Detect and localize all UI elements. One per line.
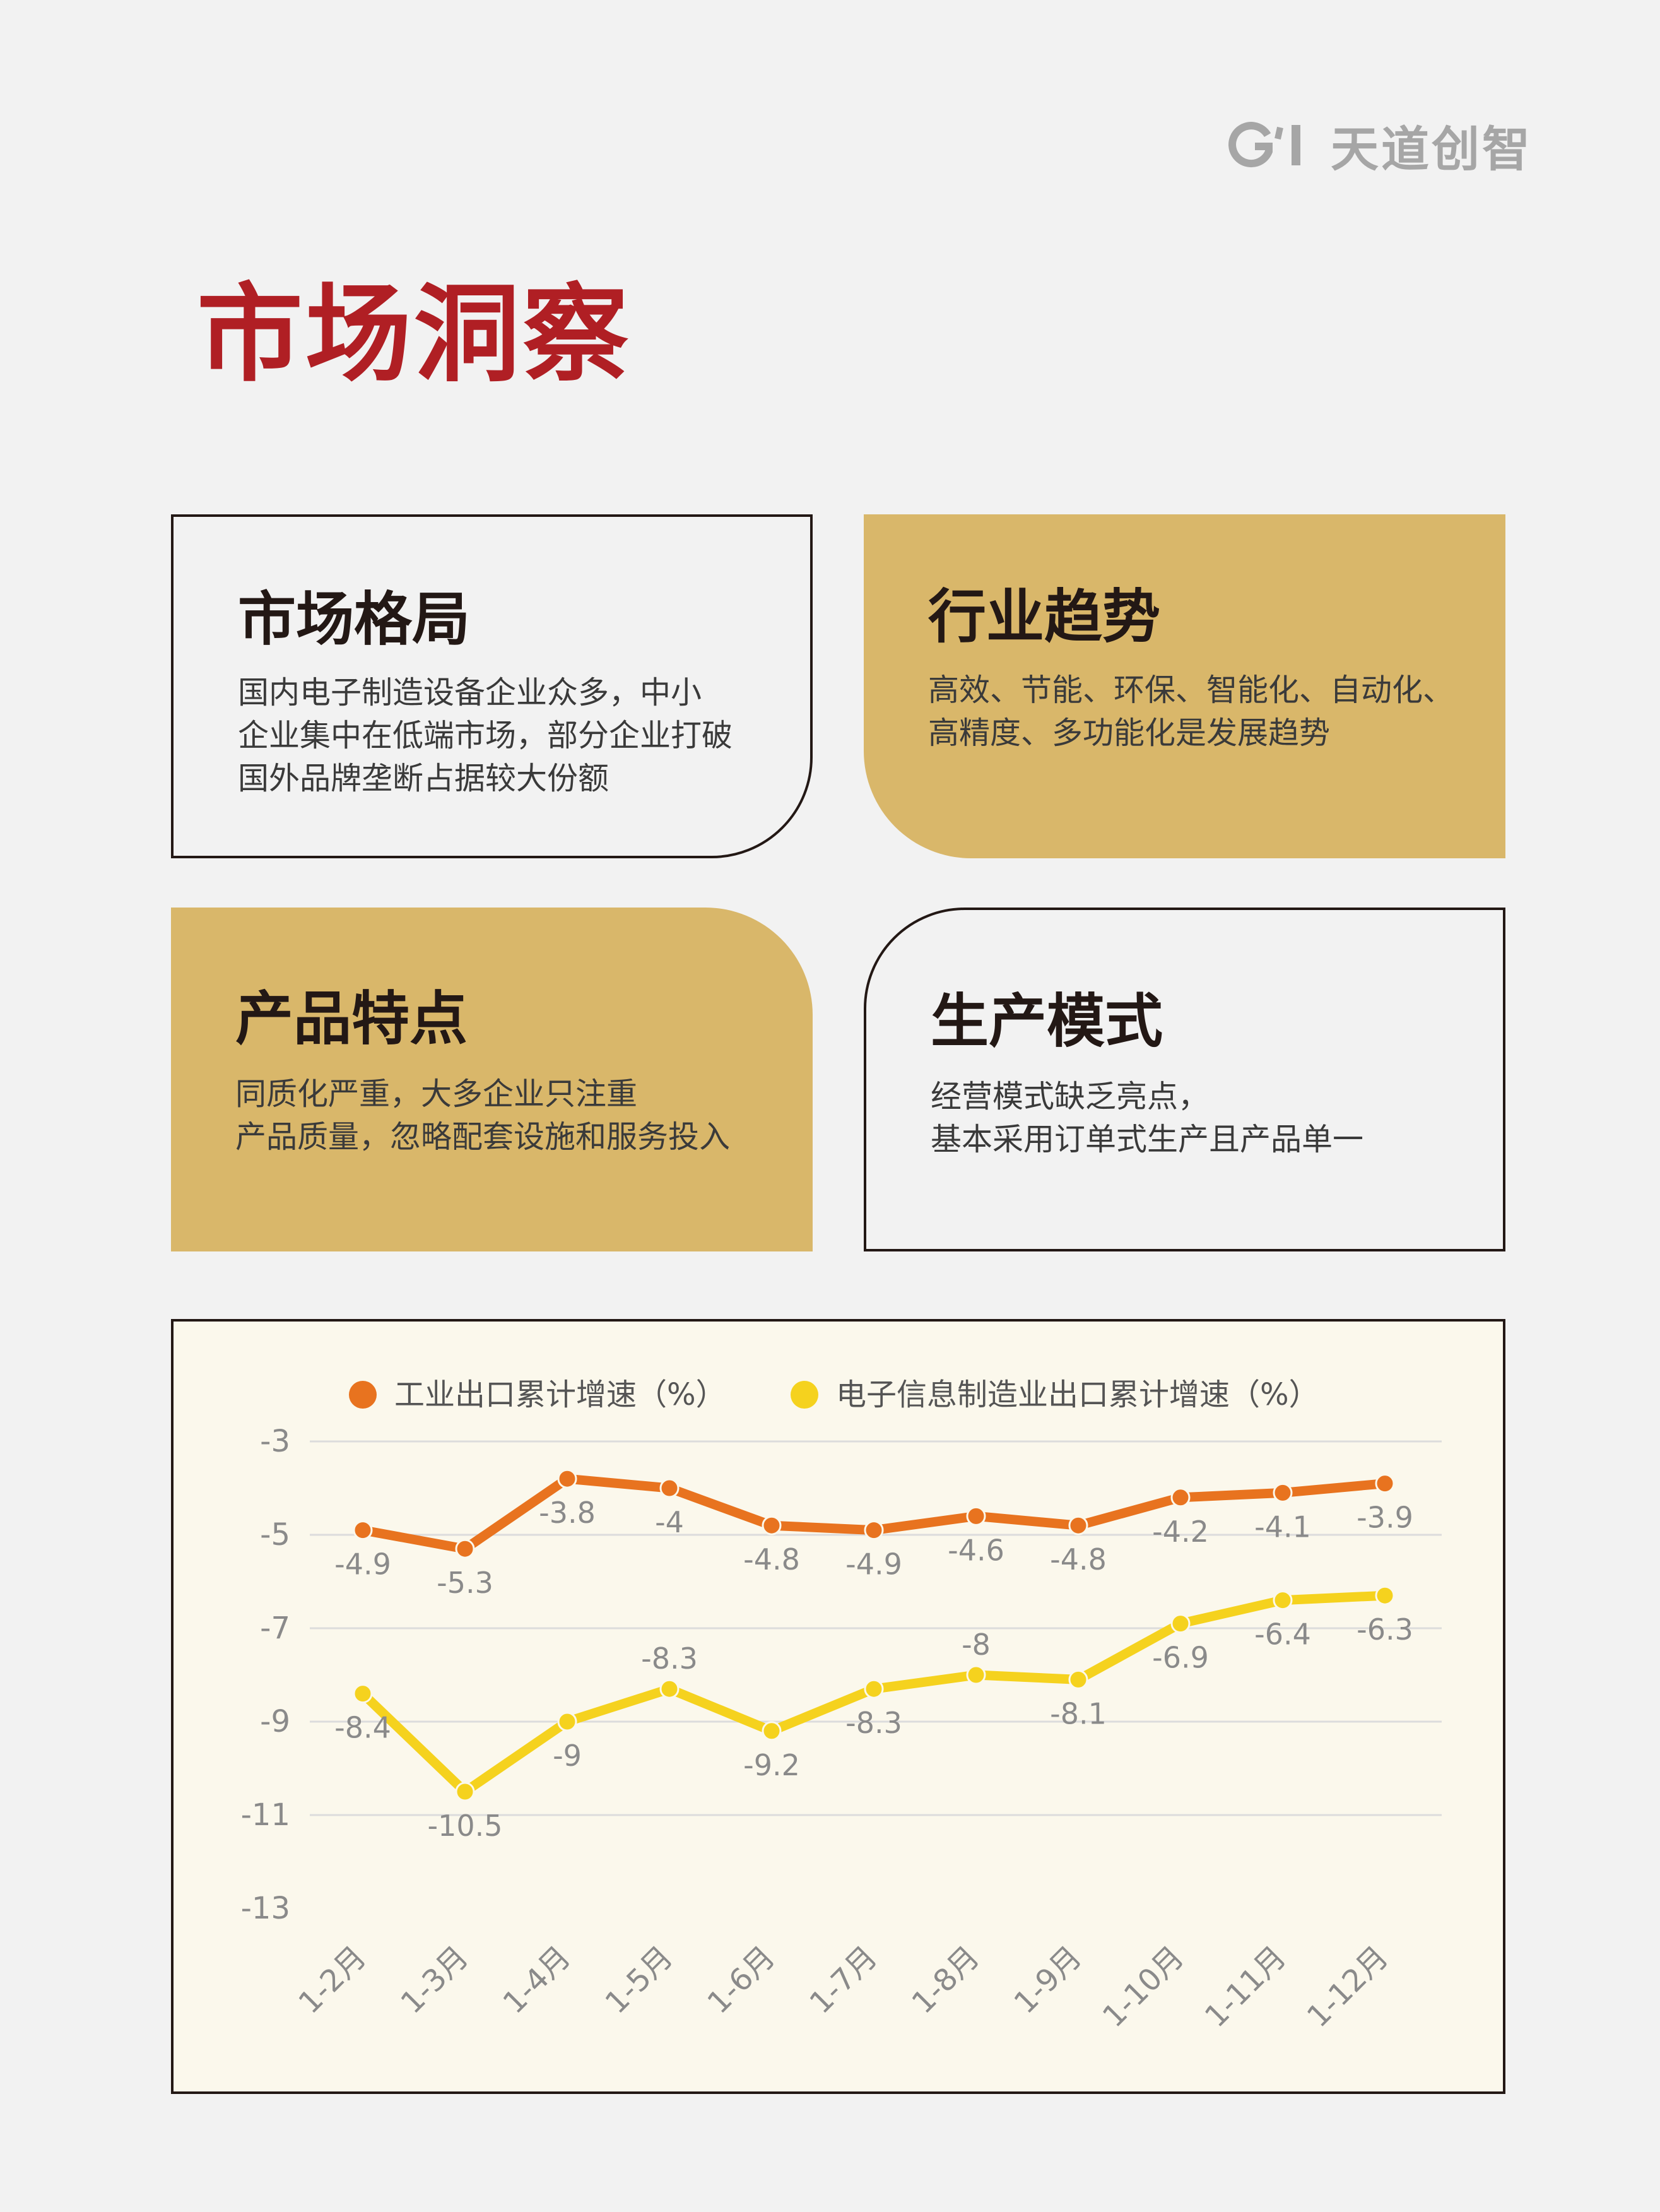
x-tick-label: 1-8月 bbox=[905, 1939, 987, 2021]
x-tick-label: 1-4月 bbox=[497, 1939, 578, 2021]
x-tick-label: 1-9月 bbox=[1008, 1939, 1089, 2021]
data-label: -4 bbox=[655, 1505, 684, 1539]
data-label: -8.3 bbox=[641, 1641, 698, 1676]
card-body-line: 高精度、多功能化是发展趋势 bbox=[928, 715, 1331, 751]
card-title: 行业趋势 bbox=[928, 583, 1161, 651]
legend-marker-icon bbox=[349, 1381, 377, 1409]
data-point bbox=[455, 1539, 475, 1559]
data-label: -3.8 bbox=[539, 1496, 596, 1530]
x-tick-label: 1-3月 bbox=[394, 1939, 476, 2021]
data-point bbox=[659, 1478, 680, 1498]
x-tick-label: 1-2月 bbox=[292, 1939, 374, 2021]
legend-label: 工业出口累计增速（%） bbox=[394, 1377, 726, 1412]
y-tick-label: -3 bbox=[260, 1424, 290, 1459]
card-body-line: 企业集中在低端市场，部分企业打破 bbox=[238, 718, 733, 754]
card-product-features: 产品特点 同质化严重，大多企业只注重 产品质量，忽略配套设施和服务投入 bbox=[171, 908, 813, 1251]
data-label: -9.2 bbox=[743, 1748, 800, 1782]
card-body-line: 国内电子制造设备企业众多，中小 bbox=[238, 675, 702, 711]
card-body-line: 同质化严重，大多企业只注重 bbox=[235, 1076, 638, 1112]
card-industry-trend: 行业趋势 高效、节能、环保、智能化、自动化、 高精度、多功能化是发展趋势 bbox=[864, 514, 1505, 858]
x-tick-label: 1-10月 bbox=[1096, 1939, 1191, 2035]
data-label: -4.9 bbox=[845, 1547, 902, 1582]
data-point bbox=[762, 1721, 782, 1741]
data-label: -4.9 bbox=[334, 1547, 391, 1582]
card-title: 生产模式 bbox=[931, 988, 1163, 1055]
data-point bbox=[966, 1506, 986, 1526]
line-chart: -3-5-7-9-11-131-2月 1-3月 1-4月 1-5月 1-6月 1-7月 1-… bbox=[241, 1377, 1442, 2035]
data-label: -8.4 bbox=[334, 1711, 391, 1745]
x-tick-label: 1-6月 bbox=[701, 1939, 782, 2021]
data-label: -6.9 bbox=[1152, 1641, 1209, 1675]
card-body-line: 经营模式缺乏亮点， bbox=[931, 1079, 1210, 1115]
gi-logo-mark-icon bbox=[1228, 122, 1300, 168]
data-label: -8.1 bbox=[1050, 1696, 1107, 1730]
x-tick-label: 1-7月 bbox=[803, 1939, 885, 2021]
data-point bbox=[659, 1679, 680, 1699]
data-point bbox=[353, 1520, 373, 1541]
legend-label: 电子信息制造业出口累计增速（%） bbox=[836, 1377, 1319, 1412]
data-label: -6.4 bbox=[1254, 1618, 1311, 1652]
data-label: -4.1 bbox=[1254, 1510, 1311, 1544]
data-point bbox=[1068, 1669, 1088, 1689]
card-body-line: 产品质量，忽略配套设施和服务投入 bbox=[235, 1119, 731, 1155]
card-market-landscape: 市场格局 国内电子制造设备企业众多，中小 企业集中在低端市场，部分企业打破 国外… bbox=[171, 514, 813, 858]
card-body: 经营模式缺乏亮点， 基本采用订单式生产且产品单一 bbox=[931, 1075, 1363, 1161]
legend-marker-icon bbox=[791, 1381, 818, 1409]
y-tick-label: -5 bbox=[260, 1517, 290, 1553]
data-point bbox=[1170, 1487, 1191, 1508]
card-body: 高效、节能、环保、智能化、自动化、 高精度、多功能化是发展趋势 bbox=[928, 669, 1454, 755]
data-point bbox=[353, 1684, 373, 1704]
card-title: 产品特点 bbox=[235, 985, 468, 1053]
y-tick-label: -7 bbox=[260, 1611, 290, 1646]
data-label: -4.8 bbox=[743, 1542, 800, 1576]
data-point bbox=[762, 1515, 782, 1535]
export-growth-chart: -3 -5 -7 -9 -11 -13 1-2月 1-3月 1-4月 1-5月 1-6月 1-7月 1-… bbox=[171, 1319, 1505, 2094]
data-point bbox=[557, 1712, 577, 1732]
card-production-mode: 生产模式 经营模式缺乏亮点， 基本采用订单式生产且产品单一 bbox=[864, 908, 1505, 1251]
data-point bbox=[1273, 1482, 1293, 1503]
data-point bbox=[557, 1469, 577, 1489]
brand-name: 天道创智 bbox=[1331, 121, 1533, 177]
data-point bbox=[1375, 1474, 1395, 1494]
x-tick-label: 1-12月 bbox=[1300, 1939, 1396, 2035]
page-title: 市场洞察 bbox=[197, 273, 631, 396]
data-label: -8 bbox=[962, 1628, 991, 1662]
data-label: -6.3 bbox=[1357, 1612, 1413, 1647]
data-point bbox=[1170, 1614, 1191, 1634]
card-body: 国内电子制造设备企业众多，中小 企业集中在低端市场，部分企业打破 国外品牌垄断占… bbox=[238, 671, 733, 800]
x-tick-label: 1-5月 bbox=[599, 1939, 680, 2021]
y-tick-label: -11 bbox=[241, 1797, 290, 1833]
data-label: -10.5 bbox=[427, 1809, 502, 1843]
data-label: -4.6 bbox=[948, 1533, 1004, 1567]
data-point bbox=[864, 1520, 884, 1541]
data-point bbox=[966, 1665, 986, 1685]
data-label: -4.8 bbox=[1050, 1542, 1107, 1576]
data-point bbox=[1273, 1590, 1293, 1611]
brand-logo: 天道创智 bbox=[1227, 110, 1533, 180]
data-label: -3.9 bbox=[1357, 1501, 1413, 1535]
x-tick-label: 1-11月 bbox=[1198, 1939, 1293, 2035]
y-tick-label: -13 bbox=[241, 1891, 290, 1926]
card-title: 市场格局 bbox=[238, 586, 471, 653]
card-body-line: 高效、节能、环保、智能化、自动化、 bbox=[928, 672, 1454, 708]
data-label: -5.3 bbox=[437, 1566, 493, 1600]
data-point bbox=[864, 1679, 884, 1699]
card-body: 同质化严重，大多企业只注重 产品质量，忽略配套设施和服务投入 bbox=[235, 1073, 730, 1159]
data-label: -4.2 bbox=[1152, 1515, 1209, 1549]
data-point bbox=[455, 1782, 475, 1802]
data-point bbox=[1068, 1515, 1088, 1535]
data-label: -9 bbox=[553, 1739, 582, 1773]
data-point bbox=[1375, 1585, 1395, 1606]
y-tick-label: -9 bbox=[260, 1704, 290, 1739]
data-label: -8.3 bbox=[845, 1706, 902, 1740]
card-body-line: 基本采用订单式生产且产品单一 bbox=[931, 1121, 1364, 1157]
card-body-line: 国外品牌垄断占据较大份额 bbox=[238, 760, 609, 796]
